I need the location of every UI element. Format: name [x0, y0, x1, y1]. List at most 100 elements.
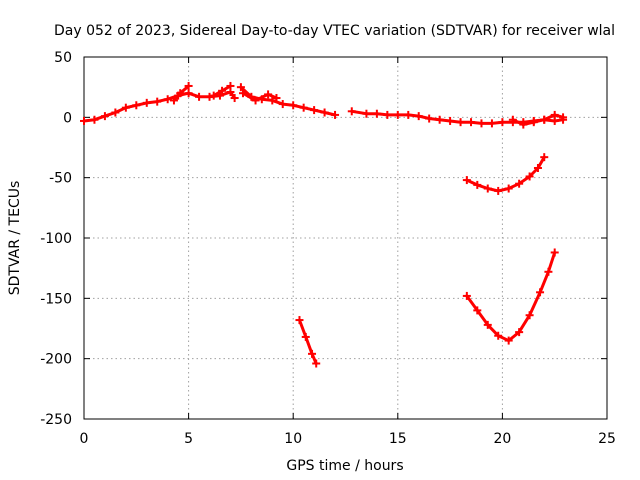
data-point-marker	[238, 89, 247, 98]
data-point-marker	[435, 115, 444, 124]
data-point-marker	[176, 89, 185, 98]
grid-lines	[84, 57, 607, 419]
data-point-marker	[483, 184, 492, 193]
data-point-marker	[533, 164, 542, 173]
data-point-marker	[205, 92, 214, 101]
data-point-marker	[80, 116, 88, 125]
data-point-marker	[310, 106, 319, 115]
series-8	[295, 316, 321, 368]
y-tick-label: -200	[40, 352, 72, 368]
data-point-marker	[525, 172, 534, 181]
data-point-marker	[414, 112, 423, 121]
data-point-marker	[456, 118, 465, 127]
x-tick-label: 5	[184, 431, 193, 447]
data-point-marker	[519, 120, 528, 129]
series-trace	[465, 251, 557, 343]
data-point-marker	[169, 96, 178, 105]
data-point-marker	[100, 112, 109, 121]
data-point-marker	[163, 95, 172, 104]
data-point-marker	[251, 96, 260, 105]
data-point-marker	[540, 115, 549, 124]
data-point-marker	[494, 186, 503, 195]
data-point-marker	[383, 110, 392, 119]
data-point-marker	[132, 101, 141, 110]
chart-title: Day 052 of 2023, Sidereal Day-to-day VTE…	[54, 23, 615, 39]
data-point-marker	[529, 118, 538, 127]
series-9	[462, 248, 559, 345]
series-1	[169, 81, 193, 105]
series-2	[209, 81, 235, 100]
data-point-marker	[331, 110, 340, 119]
data-point-marker	[184, 89, 193, 98]
x-tick-label: 15	[389, 431, 407, 447]
data-point-marker	[498, 118, 507, 127]
data-point-marker	[272, 94, 281, 103]
data-point-marker	[550, 248, 559, 257]
data-point-marker	[559, 113, 568, 122]
series-5	[347, 107, 568, 128]
data-point-marker	[195, 92, 204, 101]
data-point-marker	[536, 288, 545, 297]
data-point-marker	[462, 176, 471, 185]
data-point-marker	[462, 291, 471, 300]
data-point-marker	[473, 306, 482, 315]
series-trace	[239, 85, 337, 117]
data-point-marker	[264, 90, 273, 99]
data-point-marker	[301, 332, 310, 341]
data-point-marker	[544, 267, 553, 276]
data-point-marker	[308, 349, 317, 358]
data-point-marker	[477, 119, 486, 128]
data-point-marker	[320, 108, 329, 117]
series-6	[508, 110, 568, 129]
data-point-marker	[508, 115, 517, 124]
data-point-marker	[218, 86, 227, 95]
data-point-marker	[236, 83, 245, 92]
data-point-marker	[393, 110, 402, 119]
data-point-marker	[90, 115, 99, 124]
data-point-marker	[487, 119, 496, 128]
data-point-marker	[209, 91, 218, 100]
data-point-marker	[299, 103, 308, 112]
data-point-marker	[446, 116, 455, 125]
data-point-marker	[153, 97, 162, 106]
data-point-marker	[483, 320, 492, 329]
data-point-marker	[515, 328, 524, 337]
x-tick-label: 10	[284, 431, 302, 447]
data-point-marker	[230, 94, 239, 103]
data-point-marker	[473, 180, 482, 189]
series-4	[238, 89, 281, 105]
y-tick-label: 50	[54, 50, 72, 66]
data-point-marker	[289, 101, 298, 110]
y-tick-label: -150	[40, 291, 72, 307]
y-tick-label: -100	[40, 231, 72, 247]
data-point-marker	[226, 81, 235, 90]
y-tick-label: -250	[40, 412, 72, 428]
axis-ticks: 0 5 10 15 20 25 50 0 -50 -100 -150 -200 -250	[40, 50, 616, 447]
data-point-marker	[494, 331, 503, 340]
data-point-marker	[295, 316, 304, 325]
series-trace	[298, 318, 318, 365]
data-point-marker	[362, 109, 371, 118]
y-tick-label: 0	[63, 110, 72, 126]
x-tick-label: 20	[493, 431, 511, 447]
data-point-marker	[540, 153, 549, 162]
data-point-marker	[121, 103, 130, 112]
x-tick-label: 25	[598, 431, 616, 447]
data-point-marker	[372, 109, 381, 118]
x-axis-label: GPS time / hours	[286, 458, 403, 474]
data-point-marker	[312, 359, 321, 368]
y-axis-label: SDTVAR / TECUs	[7, 181, 23, 296]
series-7	[462, 153, 549, 195]
data-point-marker	[347, 107, 356, 116]
series-trace	[241, 91, 278, 102]
data-point-marker	[184, 81, 193, 90]
data-point-marker	[504, 336, 513, 345]
data-point-marker	[525, 311, 534, 320]
data-point-marker	[404, 110, 413, 119]
data-point-marker	[425, 114, 434, 123]
data-point-marker	[111, 108, 120, 117]
data-point-marker	[142, 98, 151, 107]
data-point-marker	[278, 100, 287, 109]
y-tick-label: -50	[49, 171, 72, 187]
